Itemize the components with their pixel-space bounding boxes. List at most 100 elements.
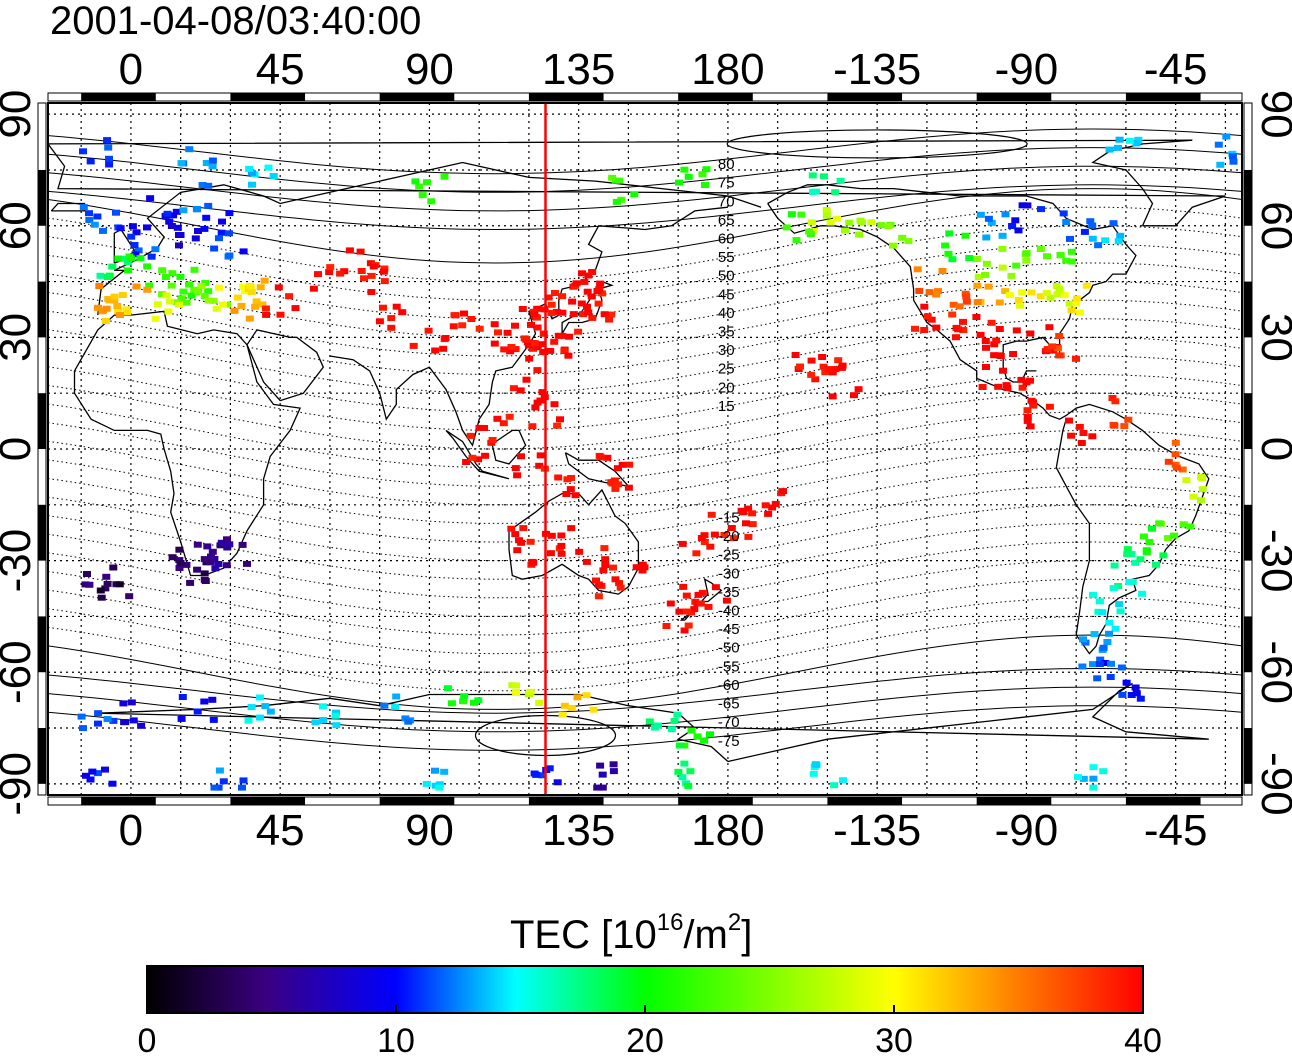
tec-cell	[1023, 417, 1032, 424]
tec-cell	[598, 290, 607, 297]
bottom-longitude-label: 90	[405, 806, 454, 855]
colorbar-tick-label: 0	[138, 1022, 157, 1057]
tec-cell	[1077, 440, 1086, 446]
frame-top	[47, 92, 1243, 102]
tec-cell	[1046, 294, 1055, 301]
tec-cell	[161, 274, 170, 280]
tec-cell	[1214, 141, 1223, 148]
colorbar-tick-label: 20	[626, 1022, 664, 1057]
tec-cell	[325, 269, 334, 276]
magnetic-latitude-line	[48, 634, 1242, 710]
tec-cell	[698, 171, 707, 178]
magnetic-latitude-line	[48, 188, 1242, 264]
tec-cell	[202, 160, 211, 166]
tec-cell	[1007, 272, 1016, 279]
tec-cell	[1048, 343, 1057, 350]
frame-segment	[1244, 504, 1252, 561]
tec-cell	[332, 722, 341, 729]
tec-cell	[1017, 376, 1026, 383]
tec-cell	[103, 137, 112, 144]
tec-cell	[1114, 583, 1123, 589]
tec-cell	[1142, 547, 1151, 554]
tec-cell	[506, 348, 515, 355]
tec-cell	[1096, 656, 1105, 663]
tec-cell	[1172, 464, 1181, 471]
tec-cell	[824, 366, 833, 373]
tec-cell	[474, 456, 482, 463]
tec-cell	[1066, 235, 1074, 242]
tec-cell	[398, 309, 407, 316]
tec-cell	[567, 475, 576, 481]
tec-cell	[1095, 598, 1104, 605]
frame-left	[37, 102, 47, 796]
tec-cell	[210, 555, 219, 562]
tec-cell	[1056, 252, 1065, 258]
tec-cell	[836, 177, 845, 184]
frame-segment	[38, 393, 46, 449]
tec-cell	[1078, 663, 1087, 670]
tec-cell	[553, 422, 562, 429]
top-longitude-label: -135	[833, 45, 921, 94]
tec-cell	[90, 221, 99, 228]
tec-cell	[525, 355, 534, 362]
tec-cell	[1037, 206, 1045, 213]
tec-cell	[109, 564, 118, 571]
tec-cell	[1062, 257, 1071, 264]
tec-cell	[538, 772, 547, 779]
frame-segment	[528, 93, 604, 101]
tec-cell	[190, 266, 199, 273]
tec-cell	[692, 550, 701, 557]
tec-cell	[409, 342, 418, 349]
tec-cell	[332, 709, 340, 716]
top-longitude-label: 135	[542, 45, 615, 94]
tec-cell	[588, 314, 597, 321]
tec-cell	[748, 521, 757, 528]
tec-cell	[1198, 475, 1207, 482]
tec-cell	[558, 332, 567, 339]
tec-cell	[175, 301, 183, 308]
tec-cell	[809, 228, 818, 234]
tec-cell	[911, 325, 919, 332]
tec-cell	[1012, 327, 1021, 334]
tec-cell	[1088, 222, 1097, 229]
tec-cell	[562, 491, 571, 497]
tec-cell	[557, 550, 566, 557]
tec-cell	[104, 144, 113, 151]
tec-cell	[86, 158, 95, 165]
tec-cell	[424, 327, 433, 334]
tec-cell	[682, 592, 691, 599]
tec-cell	[369, 263, 378, 270]
tec-cell	[1016, 302, 1025, 309]
tec-cell	[527, 321, 535, 328]
frame-segment	[38, 504, 46, 561]
tec-observations	[77, 133, 1238, 791]
tec-cell	[828, 393, 837, 400]
tec-cell	[855, 231, 864, 238]
tec-cell	[990, 352, 999, 359]
tec-cell	[811, 376, 820, 383]
tec-cell	[533, 399, 542, 406]
tec-cell	[976, 331, 985, 338]
tec-cell	[516, 387, 525, 394]
tec-cell	[973, 282, 982, 289]
tec-cell	[535, 462, 544, 469]
tec-cell	[680, 760, 689, 767]
tec-cell	[85, 217, 94, 223]
north-magnetic-pole-contour	[726, 129, 1028, 159]
frame-segment	[379, 93, 455, 101]
frame-segment	[230, 93, 306, 101]
tec-cell	[200, 556, 209, 563]
tec-cell	[326, 264, 335, 271]
tec-cell	[601, 556, 610, 563]
tec-cell	[440, 173, 449, 180]
tec-cell	[460, 693, 469, 700]
tec-cell	[331, 712, 340, 719]
frame-segment	[230, 797, 306, 805]
tec-cell	[673, 711, 682, 718]
tec-cell	[151, 315, 160, 322]
tec-cell	[536, 452, 545, 459]
tec-cell	[1018, 384, 1027, 391]
tec-cell	[177, 295, 186, 302]
tec-cell	[490, 340, 499, 347]
tec-cell	[203, 543, 212, 550]
